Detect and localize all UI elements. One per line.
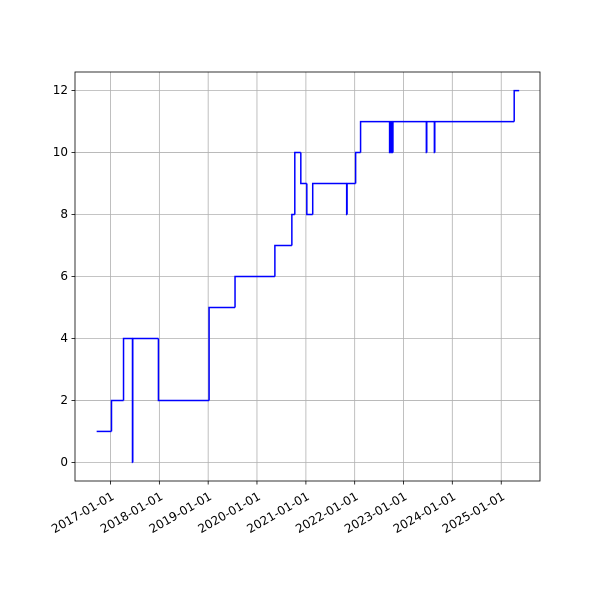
line-step — [359, 120, 390, 153]
line-step — [354, 151, 361, 184]
plot-frame — [74, 71, 541, 482]
line-step — [132, 337, 159, 463]
y-tick-label: 6 — [60, 269, 68, 283]
line-step — [274, 244, 292, 277]
line-step — [122, 337, 133, 401]
y-tick-label: 8 — [60, 207, 68, 221]
line-step — [306, 183, 313, 216]
line-step — [346, 182, 356, 215]
y-tick-label: 0 — [60, 455, 68, 469]
line-step — [291, 213, 295, 246]
line-step — [157, 338, 210, 402]
y-tick-label: 10 — [53, 145, 68, 159]
y-tick-label: 12 — [53, 83, 68, 97]
line-step — [434, 120, 515, 153]
line-step — [294, 151, 301, 215]
line-step — [234, 275, 275, 308]
y-tick-label: 4 — [60, 331, 68, 345]
line-step — [311, 182, 347, 215]
y-tick-label: 2 — [60, 393, 68, 407]
line-step — [110, 399, 124, 432]
line-step — [426, 120, 435, 153]
line-step — [513, 89, 520, 122]
line-step — [208, 306, 236, 401]
line-step — [392, 120, 427, 153]
line-step — [300, 152, 307, 185]
